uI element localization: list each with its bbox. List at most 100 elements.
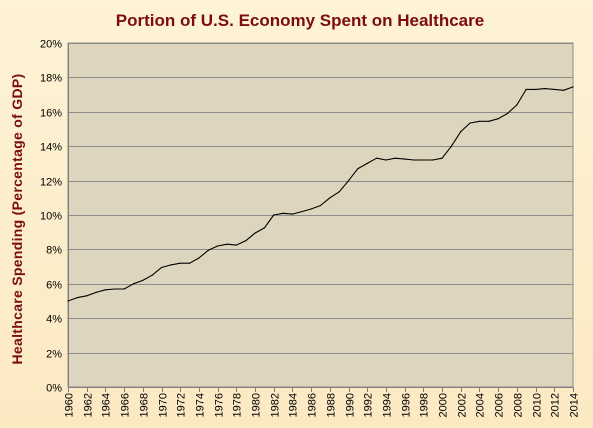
x-tick-label: 2010: [532, 393, 544, 417]
x-tick-label: 1996: [401, 393, 413, 417]
data-point: [516, 104, 518, 106]
data-point: [376, 157, 378, 159]
x-tick-label: 1986: [307, 393, 319, 417]
x-tick-label: 1990: [345, 393, 357, 417]
y-tick-label: 4%: [46, 314, 62, 326]
data-point: [273, 214, 275, 216]
data-point: [86, 295, 88, 297]
data-point: [394, 157, 396, 159]
x-tick-label: 2014: [569, 393, 581, 417]
x-tick-label: 2004: [475, 393, 487, 417]
y-tick-label: 12%: [40, 177, 62, 189]
data-point: [525, 88, 527, 90]
x-tick-label: 2000: [438, 393, 450, 417]
data-point: [170, 264, 172, 266]
data-point: [95, 291, 97, 293]
x-tick-label: 1976: [214, 393, 226, 417]
data-point: [366, 162, 368, 164]
data-point: [235, 244, 237, 246]
x-tick-label: 1988: [326, 393, 338, 417]
data-point: [282, 212, 284, 214]
data-point: [357, 168, 359, 170]
y-tick-labels: 0% 2% 4% 6% 8% 10% 12% 14% 16% 18% 20%: [40, 39, 62, 395]
data-point: [348, 180, 350, 182]
data-point: [460, 131, 462, 133]
x-tick-label: 2008: [513, 393, 525, 417]
x-tick-label: 1974: [195, 393, 207, 417]
data-point: [488, 120, 490, 122]
data-point: [413, 159, 415, 161]
data-point: [198, 257, 200, 259]
data-point: [189, 262, 191, 264]
data-point: [544, 88, 546, 90]
x-tick-label: 1984: [288, 393, 300, 417]
data-point: [497, 118, 499, 120]
y-tick-label: 8%: [46, 245, 62, 257]
x-tick-label: 1998: [419, 393, 431, 417]
data-point: [422, 159, 424, 161]
x-tick-label: 1970: [158, 393, 170, 417]
data-point: [263, 227, 265, 229]
data-point: [432, 159, 434, 161]
x-tick-label: 1982: [270, 393, 282, 417]
data-point: [207, 249, 209, 251]
x-tick-label: 2012: [550, 393, 562, 417]
data-point: [245, 240, 247, 242]
y-tick-label: 2%: [46, 349, 62, 361]
data-point: [301, 211, 303, 213]
data-point: [114, 288, 116, 290]
data-point: [76, 297, 78, 299]
chart-title: Portion of U.S. Economy Spent on Healthc…: [116, 11, 484, 30]
x-tick-label: 1978: [232, 393, 244, 417]
data-point: [338, 191, 340, 193]
y-tick-label: 16%: [40, 108, 62, 120]
data-point: [226, 243, 228, 245]
x-tick-label: 1972: [176, 393, 188, 417]
x-tick-label: 2006: [494, 393, 506, 417]
data-point: [553, 88, 555, 90]
data-point: [123, 288, 125, 290]
data-point: [254, 232, 256, 234]
data-point: [469, 122, 471, 124]
data-point: [385, 159, 387, 161]
y-tick-label: 0%: [46, 383, 62, 395]
data-point: [404, 158, 406, 160]
data-point: [151, 274, 153, 276]
data-point: [104, 289, 106, 291]
x-tick-label: 1964: [101, 393, 113, 417]
data-point: [329, 197, 331, 199]
x-tick-label: 1960: [64, 393, 76, 417]
x-tick-label: 1994: [382, 393, 394, 417]
y-axis-label: Healthcare Spending (Percentage of GDP): [9, 74, 25, 365]
data-point: [179, 262, 181, 264]
x-tick-label: 1992: [363, 393, 375, 417]
x-tick-label: 1980: [251, 393, 263, 417]
data-point: [441, 157, 443, 159]
data-point: [160, 266, 163, 269]
data-point: [478, 120, 481, 122]
x-tick-label: 2002: [457, 393, 469, 417]
data-point: [506, 112, 509, 115]
data-point: [142, 279, 144, 281]
data-point: [310, 208, 312, 210]
x-tick-label: 1962: [83, 393, 95, 417]
y-tick-label: 14%: [40, 142, 62, 154]
x-tick-label: 1968: [139, 393, 151, 417]
data-point: [450, 145, 452, 147]
y-tick-label: 6%: [46, 280, 62, 292]
data-point: [132, 283, 135, 285]
gridlines: [68, 43, 573, 354]
data-point: [67, 300, 69, 302]
data-point: [572, 86, 574, 88]
data-point: [217, 245, 219, 247]
data-point: [563, 89, 565, 91]
data-point: [291, 213, 293, 215]
data-point: [535, 88, 537, 90]
series-layer: [67, 86, 574, 302]
x-tick-labels: 1960 1962 1964 1966 1968 1970 1972 1974 1976 1978…: [64, 393, 581, 417]
y-tick-label: 18%: [40, 73, 62, 85]
y-tick-label: 20%: [40, 39, 62, 51]
x-tick-label: 1966: [120, 393, 132, 417]
